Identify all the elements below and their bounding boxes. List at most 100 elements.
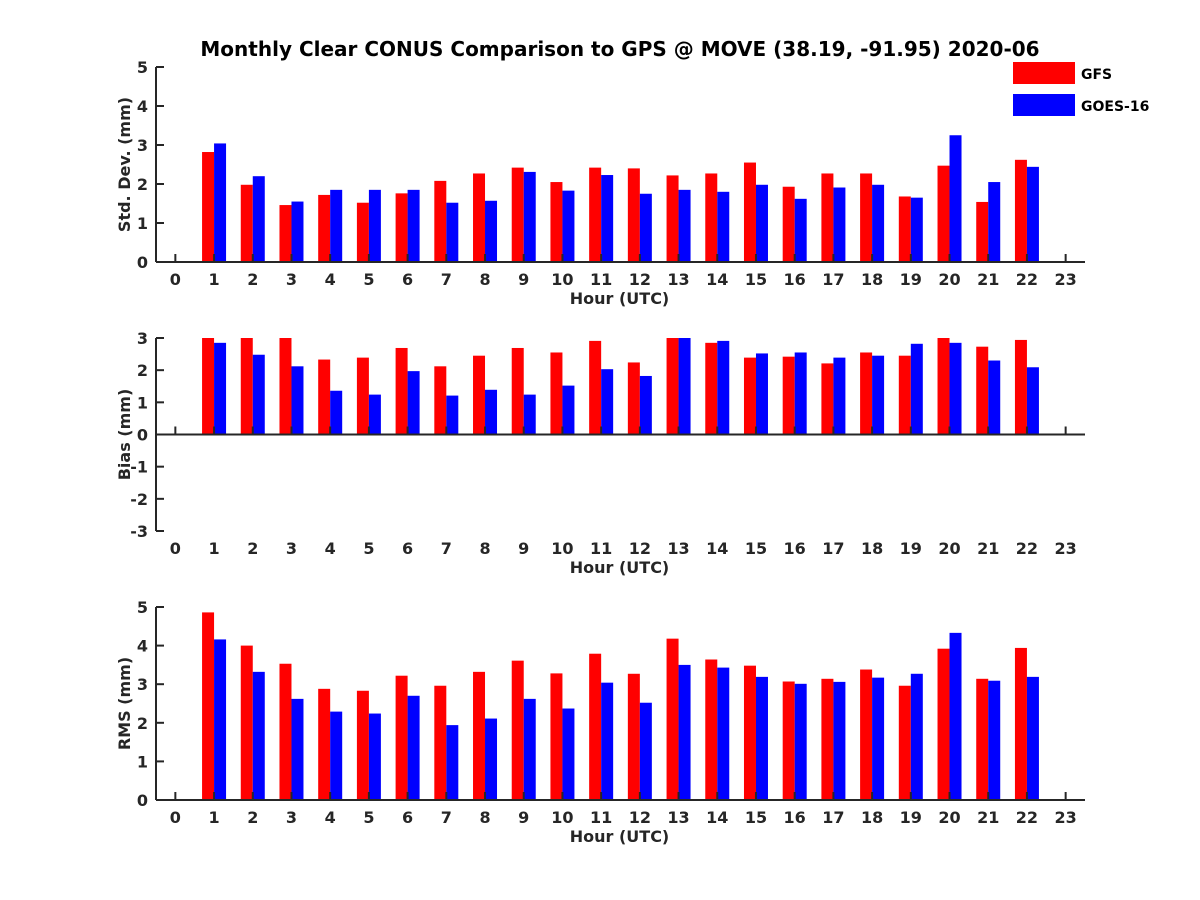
bar-bias-gfs-h14	[705, 342, 718, 435]
x-tick-label-std-11: 11	[590, 270, 612, 289]
x-tick-label-rms-8: 8	[479, 808, 490, 827]
bar-bias-goes16-h11	[601, 369, 614, 435]
bar-rms-goes16-h3	[291, 698, 304, 800]
y-tick-label-bias--1: -1	[130, 458, 148, 477]
x-tick-label-bias-23: 23	[1055, 539, 1077, 558]
legend: GFS GOES-16	[1013, 62, 1149, 116]
bar-std-gfs-h19	[898, 196, 911, 262]
x-axis-title-rms: Hour (UTC)	[570, 827, 670, 846]
bar-bias-gfs-h4	[318, 359, 331, 435]
bar-rms-gfs-h15	[743, 665, 756, 800]
x-tick-label-std-19: 19	[900, 270, 922, 289]
x-tick-label-rms-22: 22	[1016, 808, 1038, 827]
x-tick-label-bias-10: 10	[551, 539, 573, 558]
x-tick-label-bias-15: 15	[745, 539, 767, 558]
bar-bias-goes16-h4	[330, 390, 343, 435]
x-tick-label-bias-0: 0	[170, 539, 181, 558]
x-tick-label-std-10: 10	[551, 270, 573, 289]
bar-rms-goes16-h1	[214, 639, 227, 800]
x-tick-label-rms-1: 1	[208, 808, 219, 827]
x-tick-label-rms-18: 18	[861, 808, 883, 827]
bar-bias-goes16-h12	[639, 375, 652, 435]
bar-std-goes16-h12	[639, 193, 652, 262]
bar-std-gfs-h11	[589, 167, 602, 262]
x-tick-label-bias-19: 19	[900, 539, 922, 558]
x-tick-label-std-16: 16	[784, 270, 806, 289]
x-tick-label-std-4: 4	[325, 270, 336, 289]
bar-rms-goes16-h9	[523, 698, 536, 800]
x-tick-label-std-1: 1	[208, 270, 219, 289]
bar-bias-goes16-h21	[988, 360, 1001, 435]
x-tick-label-bias-13: 13	[667, 539, 689, 558]
bar-bias-goes16-h17	[833, 357, 846, 435]
bar-rms-goes16-h19	[910, 673, 923, 800]
x-tick-label-rms-12: 12	[629, 808, 651, 827]
x-tick-label-std-13: 13	[667, 270, 689, 289]
y-axis-title-rms: RMS (mm)	[115, 657, 134, 750]
bar-rms-goes16-h10	[562, 708, 575, 800]
x-tick-label-std-8: 8	[479, 270, 490, 289]
y-tick-label-rms-1: 1	[137, 752, 148, 771]
bar-bias-gfs-h10	[550, 352, 563, 435]
x-tick-label-rms-3: 3	[286, 808, 297, 827]
bar-rms-gfs-h22	[1014, 647, 1027, 800]
bar-bias-gfs-h7	[434, 366, 447, 435]
bar-std-goes16-h16	[794, 198, 807, 262]
bar-bias-gfs-h9	[511, 347, 524, 435]
bar-std-gfs-h15	[743, 162, 756, 262]
x-tick-label-rms-14: 14	[706, 808, 728, 827]
x-tick-label-bias-11: 11	[590, 539, 612, 558]
bar-bias-gfs-h2	[240, 338, 253, 435]
bar-std-gfs-h12	[627, 168, 640, 262]
bar-bias-goes16-h20	[949, 342, 962, 435]
bar-rms-gfs-h11	[589, 653, 602, 800]
bar-std-gfs-h6	[395, 193, 408, 262]
bar-std-gfs-h9	[511, 167, 524, 262]
bar-bias-goes16-h5	[368, 394, 381, 435]
legend-swatch-goes16	[1013, 94, 1075, 116]
y-tick-label-bias-2: 2	[137, 361, 148, 380]
bar-bias-gfs-h12	[627, 362, 640, 435]
x-tick-label-std-0: 0	[170, 270, 181, 289]
y-tick-label-rms-0: 0	[137, 791, 148, 810]
bar-rms-gfs-h2	[240, 645, 253, 800]
x-axis-title-std: Hour (UTC)	[570, 289, 670, 308]
x-tick-label-bias-4: 4	[325, 539, 336, 558]
x-tick-label-std-23: 23	[1055, 270, 1077, 289]
y-tick-label-bias-3: 3	[137, 329, 148, 348]
bar-bias-goes16-h18	[872, 355, 885, 435]
bar-rms-gfs-h7	[434, 685, 447, 800]
legend-label-goes16: GOES-16	[1081, 99, 1149, 115]
bar-bias-gfs-h17	[821, 363, 834, 435]
bar-std-gfs-h2	[240, 184, 253, 262]
x-tick-label-bias-17: 17	[822, 539, 844, 558]
bar-bias-gfs-h6	[395, 347, 408, 435]
bar-std-gfs-h13	[666, 175, 679, 262]
bar-std-goes16-h11	[601, 175, 614, 262]
bar-std-gfs-h16	[782, 186, 795, 262]
bar-rms-gfs-h19	[898, 685, 911, 800]
bar-rms-goes16-h21	[988, 680, 1001, 800]
bar-rms-gfs-h1	[202, 612, 215, 800]
chart-title: Monthly Clear CONUS Comparison to GPS @ …	[200, 37, 1039, 61]
y-tick-label-bias-1: 1	[137, 393, 148, 412]
bar-bias-gfs-h3	[279, 338, 292, 435]
x-tick-label-std-9: 9	[518, 270, 529, 289]
bar-bias-gfs-h22	[1014, 339, 1027, 435]
x-tick-label-bias-20: 20	[938, 539, 960, 558]
bar-std-goes16-h15	[755, 184, 768, 262]
x-tick-label-rms-19: 19	[900, 808, 922, 827]
x-tick-label-bias-7: 7	[441, 539, 452, 558]
bar-std-goes16-h7	[446, 202, 459, 262]
bar-bias-goes16-h8	[485, 389, 498, 435]
bar-std-gfs-h18	[860, 173, 873, 262]
bar-rms-goes16-h11	[601, 682, 614, 800]
bar-std-goes16-h21	[988, 182, 1001, 262]
legend-swatch-gfs	[1013, 62, 1075, 84]
x-tick-label-std-6: 6	[402, 270, 413, 289]
x-tick-label-rms-0: 0	[170, 808, 181, 827]
bar-std-goes16-h19	[910, 197, 923, 262]
x-tick-label-rms-10: 10	[551, 808, 573, 827]
bar-bias-gfs-h11	[589, 340, 602, 435]
